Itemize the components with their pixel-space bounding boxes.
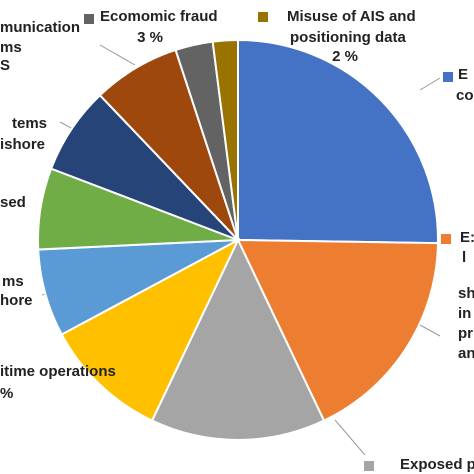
slice-label: co <box>456 87 474 104</box>
slice-label: % <box>0 385 13 402</box>
slice-label: E: <box>460 229 474 246</box>
pie-slice <box>60 237 241 422</box>
pie-slice <box>150 237 326 441</box>
slice-label: itime operations <box>0 363 116 380</box>
value-label: 3 % <box>137 29 163 46</box>
legend-swatch <box>258 12 268 22</box>
slice-label: Misuse of AIS and <box>287 8 416 25</box>
slice-label: tems <box>12 115 47 132</box>
slice-label: in <box>458 305 471 322</box>
leader-line <box>419 324 441 337</box>
legend-swatch <box>443 72 453 82</box>
slice-label: E <box>458 66 468 83</box>
pie-slice <box>236 238 439 422</box>
leader-line <box>99 44 136 66</box>
slice-label: an <box>458 345 474 362</box>
legend-swatch <box>84 14 94 24</box>
slice-label: sh <box>458 285 474 302</box>
pie-slice <box>237 38 439 245</box>
legend-swatch <box>364 461 374 471</box>
slice-label: sed <box>0 194 26 211</box>
leader-line <box>334 419 366 456</box>
slice-label: ms <box>0 39 22 56</box>
slice-label: Ecomomic fraud <box>100 8 218 25</box>
slice-label: l <box>462 249 466 266</box>
slice-label: positioning data <box>290 29 406 46</box>
pie-slice <box>211 38 239 241</box>
slice-label: S <box>0 57 10 74</box>
slice-label: hore <box>0 292 33 309</box>
slice-label: ishore <box>0 136 45 153</box>
slice-label: ms <box>2 273 24 290</box>
slice-label: Exposed po <box>400 456 474 473</box>
leader-line <box>419 77 441 91</box>
slice-label: pr <box>458 325 473 342</box>
value-label: 2 % <box>332 48 358 65</box>
slice-label: munication <box>0 19 80 36</box>
legend-swatch <box>441 234 451 244</box>
